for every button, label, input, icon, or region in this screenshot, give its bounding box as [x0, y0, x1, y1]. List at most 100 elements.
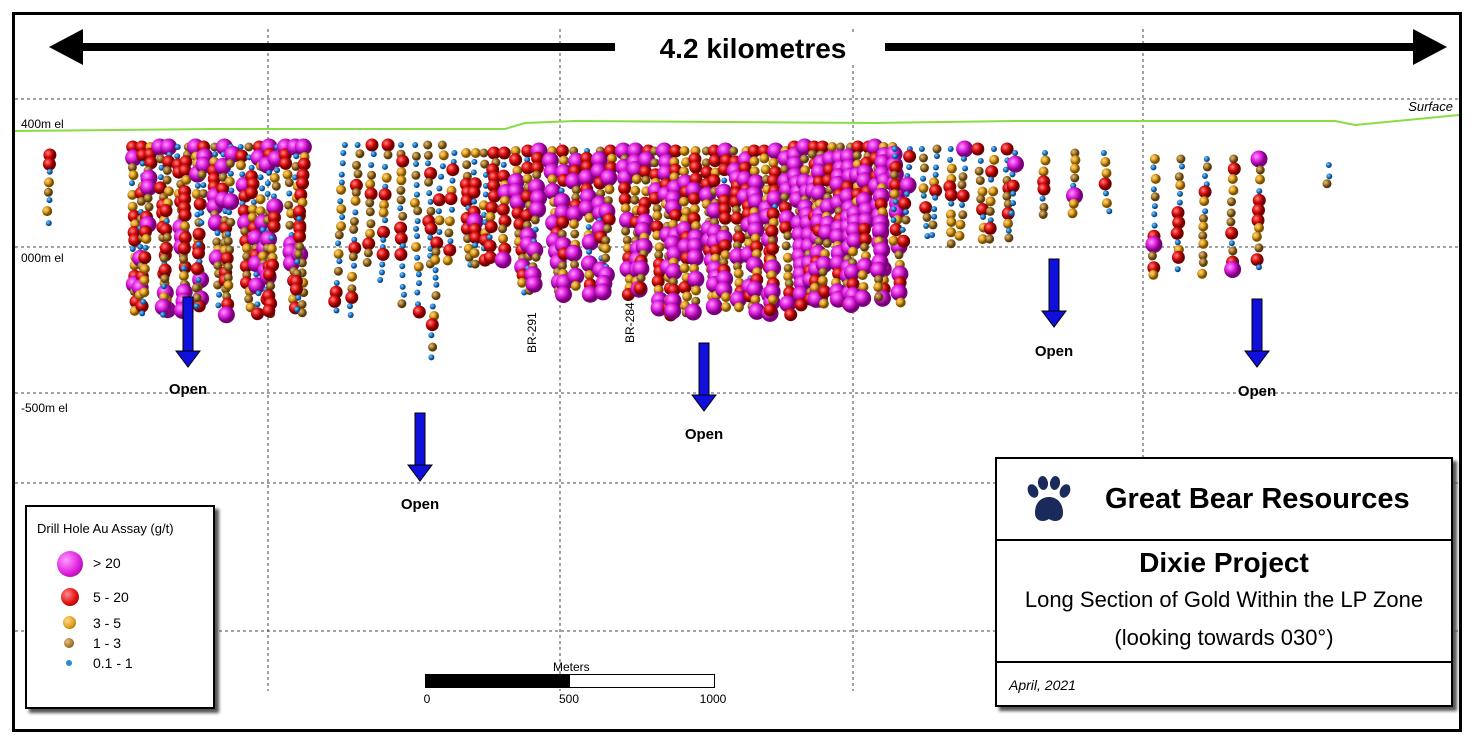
assay-sphere — [510, 146, 521, 156]
assay-sphere — [333, 280, 340, 286]
legend-symbol — [64, 638, 74, 648]
assay-sphere — [178, 208, 192, 222]
assay-sphere — [382, 217, 389, 224]
assay-sphere — [630, 195, 640, 205]
assay-sphere — [948, 200, 955, 207]
assay-sphere — [163, 218, 170, 225]
assay-sphere — [746, 280, 764, 298]
assay-sphere — [192, 246, 205, 260]
assay-sphere — [400, 242, 406, 249]
assay-sphere — [1100, 157, 1111, 167]
assay-sphere — [289, 282, 303, 296]
assay-sphere — [139, 275, 150, 286]
assay-sphere — [1004, 233, 1014, 243]
assay-sphere — [260, 226, 266, 233]
assay-sphere — [888, 235, 899, 246]
assay-sphere — [689, 204, 700, 215]
assay-sphere — [159, 223, 173, 237]
assay-sphere — [363, 248, 373, 258]
assay-sphere — [586, 248, 593, 255]
assay-sphere — [729, 290, 747, 308]
assay-sphere — [835, 142, 845, 152]
map-date: April, 2021 — [1009, 677, 1076, 693]
assay-sphere — [594, 283, 612, 301]
assay-sphere — [924, 233, 931, 240]
assay-sphere — [632, 260, 650, 278]
assay-sphere — [144, 156, 158, 170]
assay-sphere — [139, 287, 150, 298]
assay-sphere — [376, 247, 390, 261]
assay-sphere — [509, 153, 523, 167]
assay-sphere — [428, 332, 435, 339]
assay-sphere — [903, 191, 910, 197]
open-label: Open — [1034, 343, 1074, 360]
assay-sphere — [471, 198, 478, 205]
assay-sphere — [424, 167, 438, 180]
assay-sphere — [394, 232, 408, 246]
assay-sphere — [424, 177, 434, 187]
assay-sphere — [988, 176, 995, 183]
assay-sphere — [143, 193, 153, 203]
assay-sphere — [223, 280, 234, 291]
assay-sphere — [1070, 155, 1081, 166]
assay-sphere — [929, 232, 936, 238]
assay-sphere — [721, 292, 731, 303]
assay-sphere — [1176, 199, 1183, 206]
assay-sphere — [339, 160, 346, 167]
assay-sphere — [530, 161, 544, 175]
distance-arrow — [49, 29, 1447, 65]
assay-sphere — [618, 181, 632, 195]
assay-sphere — [200, 182, 207, 189]
assay-sphere — [260, 230, 277, 248]
assay-sphere — [974, 166, 984, 176]
assay-sphere — [179, 254, 189, 264]
assay-sphere — [296, 215, 303, 222]
assay-sphere — [822, 238, 832, 248]
assay-sphere — [602, 212, 616, 226]
assay-sphere — [650, 220, 664, 234]
assay-sphere — [379, 261, 386, 268]
assay-sphere — [738, 161, 752, 175]
assay-sphere — [484, 220, 498, 234]
assay-sphere — [449, 206, 455, 213]
assay-sphere — [1171, 250, 1185, 264]
assay-sphere — [237, 144, 244, 150]
assay-sphere — [333, 307, 340, 314]
assay-sphere — [1252, 203, 1265, 217]
assay-sphere — [985, 165, 999, 179]
assay-sphere — [194, 182, 201, 189]
assay-sphere — [525, 275, 543, 293]
drill-holes — [42, 138, 1333, 361]
legend-symbol — [57, 551, 83, 577]
assay-sphere — [1326, 173, 1333, 180]
assay-sphere — [338, 171, 345, 178]
map-subtitle: Long Section of Gold Within the LP Zone — [1024, 587, 1424, 612]
assay-sphere — [469, 248, 480, 259]
assay-sphere — [379, 199, 389, 210]
assay-sphere — [159, 241, 173, 255]
assay-sphere — [1151, 222, 1158, 229]
assay-sphere — [800, 154, 809, 164]
elevation-label-000: 000m el — [21, 251, 64, 265]
assay-sphere — [985, 234, 995, 244]
assay-sphere — [763, 303, 777, 317]
assay-sphere — [565, 244, 583, 262]
assay-sphere — [635, 238, 653, 256]
assay-sphere — [368, 162, 375, 168]
assay-sphere — [401, 291, 407, 298]
assay-sphere — [555, 286, 572, 303]
assay-sphere — [137, 243, 144, 250]
assay-sphere — [734, 302, 744, 313]
assay-sphere — [364, 187, 378, 201]
open-label: Open — [400, 496, 440, 513]
assay-sphere — [380, 236, 387, 243]
assay-sphere — [1098, 177, 1112, 191]
assay-sphere — [439, 163, 446, 170]
assay-sphere — [293, 153, 300, 160]
assay-sphere — [1224, 261, 1242, 278]
assay-sphere — [496, 203, 510, 217]
legend-label: 3 - 5 — [93, 615, 122, 631]
assay-sphere — [733, 268, 744, 279]
assay-sphere — [530, 215, 540, 225]
assay-sphere — [691, 296, 701, 306]
